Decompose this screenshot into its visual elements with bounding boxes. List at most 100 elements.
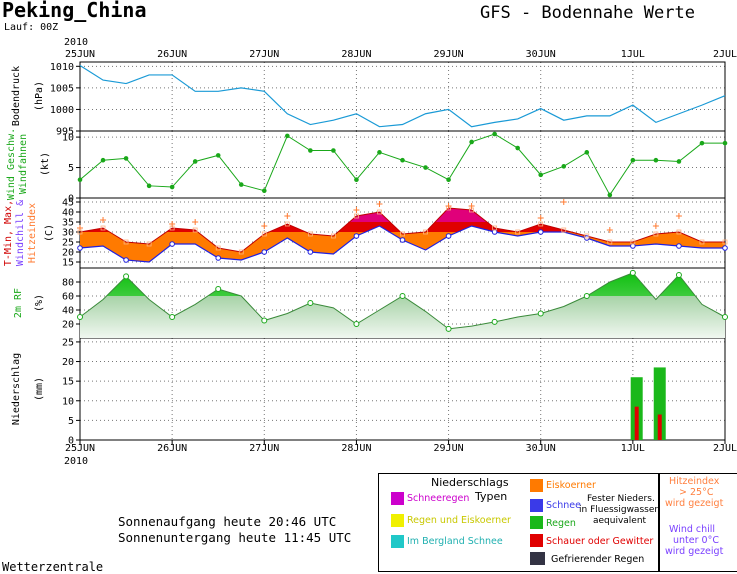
swatch-schneeregen [391, 492, 404, 505]
tmax-marker-7 [238, 249, 244, 255]
wind-point-16 [446, 177, 451, 183]
xtick-label-top-6: 1JUL [621, 49, 645, 60]
tmin-point-16 [445, 233, 452, 239]
precip-type-legend: Niederschlags Typen Schneeregen Regen un… [378, 473, 660, 572]
legend-eiskoerner: Eiskoerner [546, 480, 596, 491]
tmax-marker-11 [330, 233, 336, 239]
tmin-point-4 [169, 241, 175, 247]
wind-point-7 [238, 182, 244, 187]
ytick-label-temperature-0: 15 [62, 258, 74, 269]
pressure-ylabel-1: Bodendruck [11, 66, 22, 126]
xtick-label-bottom-0: 25JUN [65, 443, 95, 454]
precip-conv-bar-1 [657, 414, 662, 440]
legend-fester-2: in Fluessigwasser [579, 505, 659, 515]
legend-bergland-schnee: Im Bergland Schnee [407, 536, 503, 547]
ytick-label-pressure-1: 1000 [50, 105, 74, 116]
tmax-marker-13 [377, 209, 382, 215]
wind-point-15 [423, 165, 428, 170]
humidity-point-14 [399, 293, 406, 299]
wind-point-18 [492, 131, 497, 137]
tmax-marker-28 [722, 239, 728, 245]
wind-point-20 [538, 172, 544, 178]
ytick-label-temperature-1: 20 [62, 248, 74, 259]
ytick-label-temperature-3: 30 [62, 228, 74, 239]
humidity-ylabel-2: (%) [34, 294, 45, 312]
xtick-label-top-3: 28JUN [341, 49, 371, 60]
tmax-marker-8 [261, 231, 267, 237]
year-bottom: 2010 [64, 456, 88, 467]
panel-frame-pressure [79, 61, 726, 132]
legend-schnee: Schnee [546, 500, 581, 511]
tmax-marker-23 [607, 239, 613, 245]
tmin-point-26 [676, 243, 682, 249]
humidity-area [80, 272, 725, 338]
wind-point-25 [653, 157, 659, 163]
tmax-marker-1 [100, 225, 106, 231]
ytick-label-pressure-3: 1010 [50, 62, 74, 73]
wind-point-2 [123, 156, 129, 161]
temp-band-lower [80, 208, 725, 262]
precip-conv-bar-0 [634, 406, 639, 440]
humidity-point-4 [169, 314, 176, 320]
tmax-marker-12 [354, 213, 359, 219]
wind-point-6 [215, 153, 221, 158]
precip-ylabel-2: (mm) [34, 377, 45, 401]
legend-regen: Regen [546, 518, 576, 529]
tmax-marker-3 [146, 241, 152, 247]
pressure-line [79, 64, 726, 128]
humidity-point-22 [583, 293, 590, 299]
wind-point-22 [584, 150, 590, 155]
tmin-point-14 [399, 237, 406, 243]
humidity-point-12 [353, 321, 360, 327]
humidity-point-0 [77, 314, 83, 320]
legend-gefrierender: Gefrierender Regen [551, 554, 645, 565]
humidity-point-20 [537, 310, 544, 317]
ytick-label-precipitation-0: 0 [68, 436, 74, 447]
xtick-label-bottom-7: 2JUL [713, 443, 737, 454]
ytick-label-humidity-1: 40 [62, 306, 74, 317]
wind-point-11 [331, 148, 336, 153]
wind-point-23 [607, 192, 613, 198]
tmax-marker-25 [653, 231, 659, 237]
wind-point-27 [699, 140, 705, 146]
wind-ylabel-3: (kt) [40, 152, 51, 176]
tmin-point-10 [307, 249, 314, 255]
swatch-eiskoerner [530, 479, 543, 492]
tmax-line [79, 207, 725, 253]
tmax-marker-19 [515, 229, 521, 235]
wind-point-8 [261, 188, 267, 193]
ytick-label-temperature-2: 25 [62, 238, 74, 249]
ytick-label-temperature-6: 45 [62, 198, 74, 209]
ytick-label-temperature-4: 35 [62, 218, 74, 229]
wind-point-10 [308, 148, 313, 153]
sunrise-text: Sonnenaufgang heute 20:46 UTC [118, 514, 337, 529]
wind-point-17 [469, 139, 474, 145]
wind-point-3 [146, 183, 152, 189]
wind-point-4 [169, 184, 175, 190]
temp-band-veryhot [349, 208, 487, 222]
humidity-point-16 [445, 325, 452, 332]
precip-bar-1 [653, 367, 666, 440]
xtick-label-bottom-1: 26JUN [157, 443, 187, 454]
xtick-label-bottom-5: 30JUN [526, 443, 556, 454]
panel-frame-wind [79, 130, 726, 199]
sunset-text: Sonnenuntergang heute 11:45 UTC [118, 530, 352, 545]
swatch-gefrierender [530, 552, 545, 565]
legend-schneeregen: Schneeregen [407, 493, 470, 504]
ytick-label-humidity-0: 20 [62, 320, 74, 331]
tmax-marker-14 [400, 231, 405, 237]
tmax-marker-5 [192, 227, 198, 233]
wind-point-19 [515, 145, 520, 151]
hitze-line-1: Hitzeindex [669, 476, 720, 487]
tmax-marker-24 [630, 239, 636, 245]
tmax-marker-2 [123, 239, 129, 245]
legend-fester-3: aequivalent [593, 516, 647, 526]
ytick-label-pressure-0: 995 [56, 127, 74, 138]
swatch-bergland-schnee [391, 535, 404, 548]
wind-point-5 [192, 159, 198, 164]
tmax-marker-6 [215, 245, 221, 251]
tmin-point-28 [722, 245, 728, 251]
tmin-point-20 [537, 229, 544, 235]
wind-point-28 [722, 140, 728, 146]
wind-point-21 [561, 164, 567, 169]
